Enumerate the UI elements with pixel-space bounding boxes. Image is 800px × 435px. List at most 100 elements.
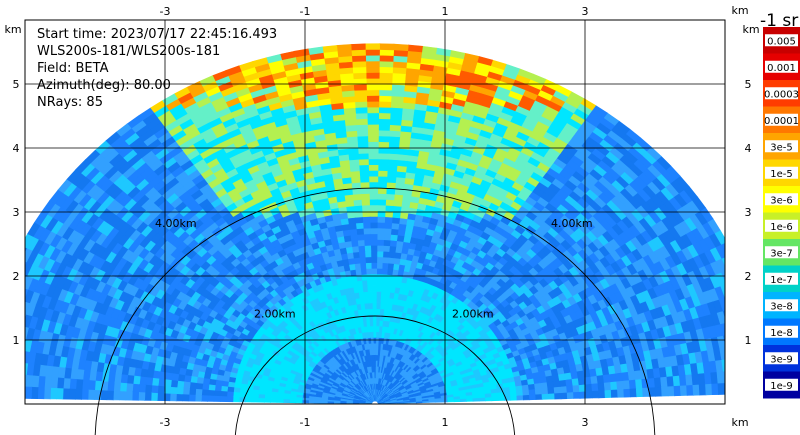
heatmap-cell — [352, 251, 360, 259]
heatmap-cell — [350, 43, 366, 51]
heatmap-cell — [553, 386, 562, 394]
heatmap-cell — [747, 303, 757, 317]
heatmap-cell — [393, 257, 401, 265]
heatmap-cell — [566, 384, 574, 393]
heatmap-cell — [610, 388, 619, 398]
heatmap-cell — [529, 393, 537, 401]
heatmap-cell — [389, 112, 403, 120]
heatmap-cell — [384, 204, 394, 212]
heatmap-cell — [387, 158, 398, 166]
heatmap-cell — [380, 285, 387, 293]
heatmap-cell — [366, 118, 380, 125]
heatmap-cell — [376, 273, 383, 281]
heatmap-cell — [8, 298, 18, 312]
heatmap-cell — [717, 382, 725, 395]
heatmap-cell — [376, 233, 385, 241]
heatmap-cell — [355, 112, 368, 120]
heatmap-cell — [336, 44, 352, 52]
heatmap-cell — [365, 273, 373, 281]
heatmap-cell — [365, 60, 380, 68]
heatmap-cell — [727, 268, 738, 282]
heatmap-cell — [737, 292, 747, 306]
heatmap-cell — [379, 296, 386, 304]
heatmap-cell — [603, 381, 612, 391]
heatmap-cell — [375, 325, 380, 333]
heatmap-cell — [388, 141, 400, 149]
heatmap-cell — [376, 244, 384, 252]
heatmap-cell — [377, 164, 388, 172]
heatmap-cell — [622, 379, 631, 390]
heatmap-cell — [375, 319, 380, 327]
heatmap-cell — [376, 216, 386, 223]
heatmap-cell — [349, 164, 360, 172]
heatmap-cell — [565, 378, 574, 387]
heatmap-cell — [389, 124, 402, 132]
heatmap-cell — [554, 392, 562, 400]
heatmap-cell — [534, 387, 543, 395]
heatmap-cell — [385, 199, 395, 207]
heatmap-cell — [389, 234, 398, 242]
heatmap-cell — [705, 383, 713, 396]
heatmap-cell — [377, 193, 387, 200]
heatmap-cell — [366, 89, 380, 96]
heatmap-cell — [386, 268, 394, 276]
heatmap-cell — [360, 198, 370, 206]
heatmap-cell — [377, 198, 387, 206]
heatmap-cell — [387, 153, 399, 161]
heatmap-cell — [369, 204, 378, 212]
heatmap-cell — [731, 294, 741, 308]
heatmap-cell — [491, 396, 499, 402]
heatmap-cell — [353, 89, 368, 97]
heatmap-cell — [345, 205, 355, 213]
heatmap-cell — [743, 290, 753, 304]
heatmap-cell — [385, 193, 395, 201]
heatmap-cell — [384, 216, 393, 224]
heatmap-cell — [371, 302, 377, 310]
heatmap-cell — [367, 152, 379, 160]
heatmap-cell — [386, 170, 397, 178]
heatmap-cell — [376, 262, 383, 269]
heatmap-cell — [365, 49, 380, 56]
heatmap-cell — [377, 210, 386, 218]
heatmap-cell — [365, 262, 372, 269]
heatmap-cell — [369, 198, 378, 206]
heatmap-cell — [376, 267, 383, 275]
heatmap-cell — [393, 43, 409, 52]
heatmap-cell — [376, 291, 382, 298]
heatmap-cell — [711, 382, 719, 396]
heatmap-field — [4, 43, 757, 404]
heatmap-cell — [378, 95, 392, 102]
heatmap-cell — [360, 268, 367, 276]
heatmap-cell — [729, 370, 736, 382]
heatmap-cell — [720, 242, 725, 253]
heatmap-cell — [364, 244, 372, 252]
heatmap-cell — [559, 379, 567, 387]
heatmap-cell — [722, 370, 725, 384]
heatmap-cell — [352, 72, 367, 80]
heatmap-cell — [351, 181, 361, 190]
heatmap-cell — [343, 107, 356, 115]
heatmap-cell — [12, 286, 22, 300]
heatmap-cell — [393, 193, 404, 202]
heatmap-cell — [367, 123, 379, 131]
heatmap-cell — [377, 204, 386, 212]
heatmap-cell — [368, 193, 379, 200]
heatmap-cell — [647, 377, 656, 388]
heatmap-cell — [4, 310, 14, 324]
heatmap-cell — [362, 216, 371, 223]
heatmap-cell — [362, 221, 371, 229]
heatmap-cell — [367, 291, 373, 298]
heatmap-cell — [573, 391, 581, 399]
heatmap-cell — [628, 379, 637, 389]
heatmap-cell — [25, 314, 27, 319]
heatmap-cell — [365, 66, 380, 73]
heatmap-cell — [391, 216, 401, 224]
heatmap-cell — [407, 44, 423, 53]
heatmap-cell — [370, 233, 378, 240]
heatmap-cell — [391, 84, 405, 92]
heatmap-cell — [353, 204, 363, 212]
heatmap-cell — [367, 302, 373, 310]
heatmap-cell — [749, 381, 756, 394]
heatmap-cell — [344, 124, 358, 132]
heatmap-cell — [718, 297, 725, 312]
